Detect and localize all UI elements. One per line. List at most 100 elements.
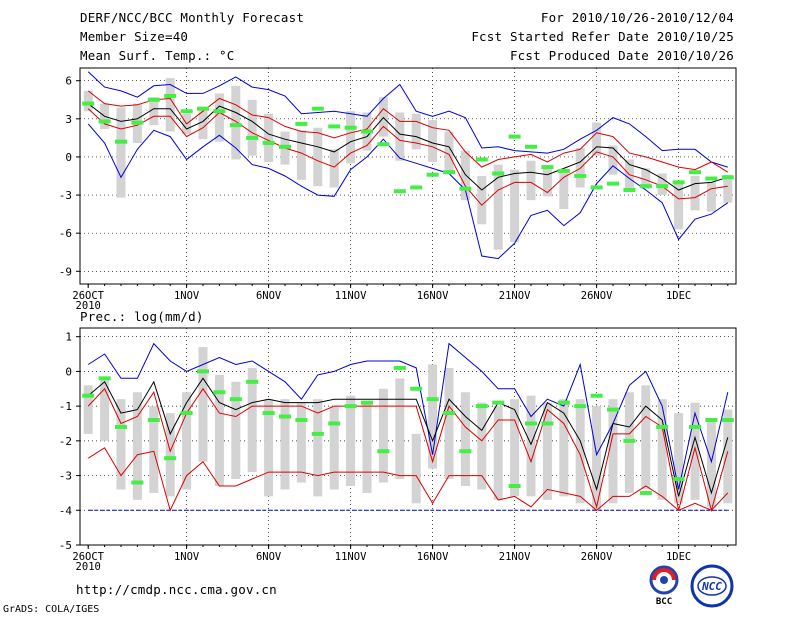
panel1-observed-mark (377, 142, 390, 147)
panel1-spread-box (444, 131, 454, 173)
footer-url[interactable]: http://cmdp.ncc.cma.gov.cn (76, 582, 277, 597)
panel1-spread-box (346, 111, 356, 164)
panel2-series-p25 (87, 447, 729, 512)
panel1-observed-mark (639, 184, 652, 189)
panel2-spread-box (559, 399, 569, 497)
panel2-spread-box (542, 402, 552, 500)
panel2-spread-box (313, 399, 323, 497)
ncc-logo-ring (690, 564, 734, 608)
panel2-spread-box (83, 385, 93, 434)
panel1-spread-box (313, 127, 323, 187)
panel1-spread-box (198, 109, 208, 140)
panel2-spread-box (641, 385, 651, 490)
panel2-observed-mark (164, 456, 177, 461)
panel1-spread-box (247, 99, 257, 156)
panel2-observed-mark (721, 418, 734, 423)
panel1-observed-mark (721, 175, 734, 180)
panel2-spread-box (674, 413, 684, 504)
panel1-observed-mark (410, 185, 423, 190)
panel2-spread-box (182, 392, 192, 490)
bcc-logo: BCC (649, 565, 679, 607)
panel2-spread-box (444, 367, 454, 480)
panel1-spread-box (559, 169, 569, 210)
panel2-x-tick-label: 26NOV (581, 551, 613, 563)
panel1-spread-box (116, 107, 126, 198)
forecast-period: For 2010/10/26-2010/12/04 (540, 10, 734, 25)
panel2-spread-box (100, 378, 110, 441)
panel2-spread-box (264, 399, 274, 497)
panel1-spread-box (264, 113, 274, 163)
panel2-observed-mark (229, 397, 242, 402)
panel2-observed-mark (131, 480, 144, 485)
panel2-series-mean (87, 377, 729, 497)
panel2-observed-mark (311, 431, 324, 436)
panel1-observed-mark (246, 135, 259, 140)
panel1-x-tick-label: 1NOV (174, 290, 200, 302)
panel1-spread-box (723, 174, 733, 203)
panel1-spread-box (674, 182, 684, 230)
logos: BCC NCC (649, 564, 734, 608)
panel2-spread-box (231, 381, 241, 480)
ncc-logo-globe (697, 576, 727, 596)
panel1-spread-box (428, 120, 438, 163)
panel1-observed-mark (229, 123, 242, 128)
panel1-spread-box (149, 97, 159, 126)
panel2-observed-mark (279, 414, 291, 419)
panel1-observed-mark (459, 186, 472, 191)
panel1-observed-mark (426, 172, 439, 177)
ncc-logo-text: NCC (701, 580, 722, 593)
panel1-spread-box (329, 149, 339, 188)
panel1-observed-mark (197, 106, 209, 111)
panel2-observed-mark (213, 390, 226, 395)
panel1-spread-box (477, 176, 487, 225)
panel2-spread-box (477, 402, 487, 490)
panel1-observed-mark (262, 140, 275, 145)
panel1-x-tick-label: 6NOV (256, 290, 282, 302)
panel1-observed-mark (672, 180, 685, 185)
bottom-variable-label: Prec.: log(mm/d) (80, 309, 204, 324)
panel2-x-tick-label: 1DEC (666, 551, 691, 563)
panel2-observed-mark (328, 421, 341, 426)
bcc-logo-arc (652, 568, 676, 581)
panel1-observed-mark (623, 187, 636, 192)
panel2-spread-box (411, 433, 421, 504)
panel1-observed-mark (574, 174, 587, 178)
panel2-observed-mark (377, 449, 390, 454)
panel2-observed-mark (410, 386, 423, 391)
panel1-spread-box (542, 167, 552, 197)
panel1-observed-mark (689, 170, 701, 175)
panel2-y-tick-label: 0 (65, 365, 72, 378)
panel1-x-tick-label: 11NOV (335, 290, 367, 302)
panel1-y-tick-label: -6 (59, 227, 72, 240)
panel1-y-tick-label: 6 (65, 75, 72, 88)
panel2-x-tick-label: 6NOV (256, 551, 282, 563)
panel2-observed-mark (574, 404, 587, 409)
panel1-observed-mark (311, 106, 324, 111)
panel1-y-tick-label: 0 (65, 151, 72, 164)
panel2-y-tick-label: -3 (59, 470, 72, 483)
panel2-spread-box (493, 406, 503, 500)
panel1-series-min (87, 123, 729, 260)
panel1-observed-mark (328, 124, 341, 129)
panel1-x-tick-label: 26NOV (581, 290, 613, 302)
panel1-series-max (87, 71, 728, 168)
panel1-y-tick-label: 3 (65, 113, 72, 126)
panel2-observed-mark (623, 438, 636, 443)
panel2-observed-mark (525, 421, 537, 426)
panel1-x-tick-label: 16NOV (417, 290, 449, 302)
panel1-observed-mark (607, 181, 619, 186)
panel1-spread-box (296, 130, 306, 180)
panel2-spread-box (214, 374, 224, 486)
panel2-spread-box (690, 402, 700, 500)
ncc-logo: NCC (690, 564, 734, 608)
panel1-observed-mark (475, 157, 488, 162)
panel2-observed-mark (689, 424, 701, 429)
panel2-observed-mark (197, 369, 209, 374)
panel2-observed-mark (508, 483, 521, 488)
panel2-observed-mark (656, 424, 669, 429)
panel2-spread-box (460, 392, 470, 486)
panel1-observed-mark (361, 129, 373, 134)
panel2-frame (79, 327, 737, 546)
panel2-y-tick-label: -1 (59, 400, 72, 413)
